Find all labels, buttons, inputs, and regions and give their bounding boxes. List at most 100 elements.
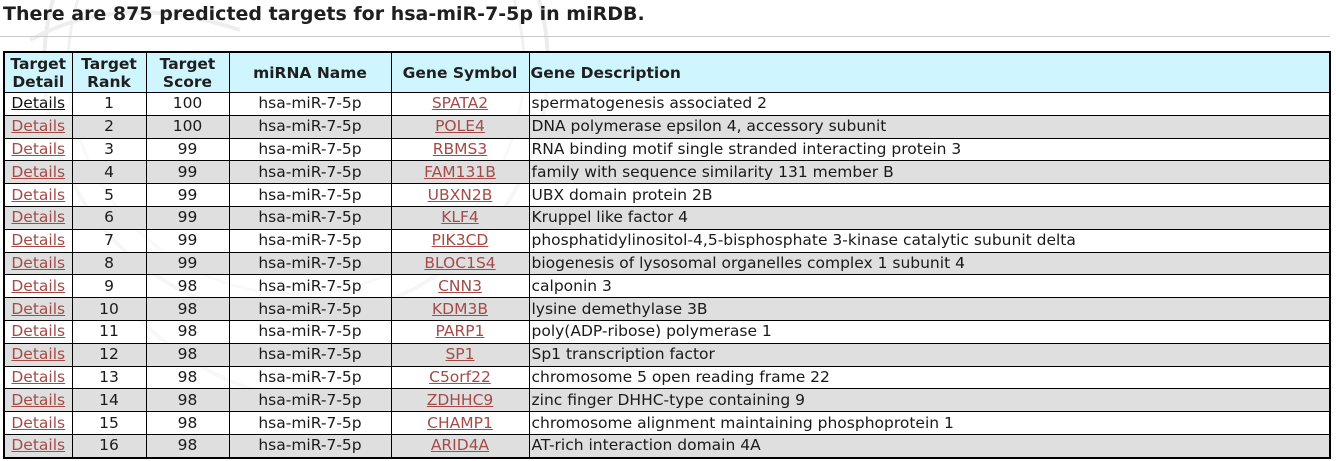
mirna-name: hsa-miR-7-5p xyxy=(228,411,392,435)
table-row: Details 10 98 hsa-miR-7-5p KDM3B lysine demet… xyxy=(3,297,1331,321)
details-link[interactable]: Details xyxy=(11,162,66,181)
gene-symbol-cell: C5orf22 xyxy=(390,365,530,390)
gene-symbol-link[interactable]: PIK3CD xyxy=(431,231,489,250)
table-row: Details 1 100 hsa-miR-7-5p SPATA2 spermatogen… xyxy=(3,92,1331,116)
table-row: Details 13 98 hsa-miR-7-5p C5orf22 chromosome… xyxy=(3,365,1331,390)
details-link[interactable]: Details xyxy=(11,117,66,136)
gene-symbol-link[interactable]: UBXN2B xyxy=(427,185,493,204)
gene-symbol-link[interactable]: POLE4 xyxy=(435,117,485,136)
details-link[interactable]: Details xyxy=(11,367,66,386)
target-score: 98 xyxy=(145,297,230,321)
gene-symbol-link[interactable]: SP1 xyxy=(445,345,475,364)
target-rank: 10 xyxy=(71,297,147,321)
details-link[interactable]: Details xyxy=(11,185,66,204)
table-row: Details 2 100 hsa-miR-7-5p POLE4 DNA polymera… xyxy=(3,114,1331,139)
table-row: Details 9 98 hsa-miR-7-5p CNN3 calponin 3 xyxy=(3,274,1331,299)
gene-symbol-link[interactable]: SPATA2 xyxy=(431,94,489,113)
title-divider xyxy=(0,36,1330,37)
detail-cell: Details xyxy=(3,205,73,230)
gene-symbol-cell: KDM3B xyxy=(390,297,530,321)
target-rank: 16 xyxy=(71,433,147,459)
target-rank: 4 xyxy=(71,160,147,185)
mirna-name: hsa-miR-7-5p xyxy=(228,319,392,344)
target-rank: 2 xyxy=(71,114,147,139)
mirna-name: hsa-miR-7-5p xyxy=(228,205,392,230)
target-rank: 6 xyxy=(71,205,147,230)
table-row: Details 3 99 hsa-miR-7-5p RBMS3 RNA binding m… xyxy=(3,137,1331,162)
gene-symbol-cell: PIK3CD xyxy=(390,228,530,253)
table-row: Details 4 99 hsa-miR-7-5p FAM131B family with… xyxy=(3,160,1331,185)
details-link[interactable]: Details xyxy=(11,345,66,364)
detail-cell: Details xyxy=(3,251,73,276)
target-score: 100 xyxy=(145,114,230,139)
gene-description: zinc finger DHHC-type containing 9 xyxy=(528,388,1331,413)
gene-symbol-link[interactable]: ARID4A xyxy=(430,436,490,455)
gene-description: UBX domain protein 2B xyxy=(528,183,1331,207)
mirna-name: hsa-miR-7-5p xyxy=(228,137,392,162)
header-gene-description: Gene Description xyxy=(528,51,1331,93)
target-score: 98 xyxy=(145,411,230,435)
details-link[interactable]: Details xyxy=(11,253,66,272)
details-link[interactable]: Details xyxy=(11,231,66,250)
gene-symbol-link[interactable]: CNN3 xyxy=(438,276,482,295)
table-row: Details 5 99 hsa-miR-7-5p UBXN2B UBX domain p… xyxy=(3,183,1331,207)
table-header-row: Target Detail Target Rank Target Score miRN… xyxy=(3,51,1331,93)
target-rank: 14 xyxy=(71,388,147,413)
gene-symbol-cell: RBMS3 xyxy=(390,137,530,162)
gene-symbol-cell: POLE4 xyxy=(390,114,530,139)
details-link[interactable]: Details xyxy=(11,322,66,341)
gene-symbol-link[interactable]: CHAMP1 xyxy=(427,413,493,432)
detail-cell: Details xyxy=(3,319,73,344)
detail-cell: Details xyxy=(3,274,73,299)
gene-description: chromosome 5 open reading frame 22 xyxy=(528,365,1331,390)
details-link[interactable]: Details xyxy=(11,436,66,455)
gene-symbol-link[interactable]: C5orf22 xyxy=(429,367,491,386)
gene-symbol-cell: ARID4A xyxy=(390,433,530,459)
gene-symbol-cell: KLF4 xyxy=(390,205,530,230)
gene-symbol-cell: UBXN2B xyxy=(390,183,530,207)
mirna-name: hsa-miR-7-5p xyxy=(228,297,392,321)
gene-symbol-cell: ZDHHC9 xyxy=(390,388,530,413)
details-link[interactable]: Details xyxy=(11,94,66,113)
gene-symbol-link[interactable]: KDM3B xyxy=(432,299,488,318)
gene-symbol-link[interactable]: BLOC1S4 xyxy=(424,253,496,272)
table-row: Details 11 98 hsa-miR-7-5p PARP1 poly(ADP-rib… xyxy=(3,319,1331,344)
header-target-detail: Target Detail xyxy=(3,51,73,93)
target-rank: 7 xyxy=(71,228,147,253)
details-link[interactable]: Details xyxy=(11,413,66,432)
details-link[interactable]: Details xyxy=(11,299,66,318)
mirna-name: hsa-miR-7-5p xyxy=(228,342,392,367)
gene-symbol-cell: CNN3 xyxy=(390,274,530,299)
gene-description: RNA binding motif single stranded intera… xyxy=(528,137,1331,162)
mirna-name: hsa-miR-7-5p xyxy=(228,433,392,459)
target-rank: 1 xyxy=(71,92,147,116)
mirna-name: hsa-miR-7-5p xyxy=(228,160,392,185)
gene-description: Kruppel like factor 4 xyxy=(528,205,1331,230)
gene-symbol-link[interactable]: ZDHHC9 xyxy=(426,390,494,409)
details-link[interactable]: Details xyxy=(11,208,66,227)
details-link[interactable]: Details xyxy=(11,276,66,295)
mirna-name: hsa-miR-7-5p xyxy=(228,183,392,207)
target-rank: 11 xyxy=(71,319,147,344)
gene-description: chromosome alignment maintaining phospho… xyxy=(528,411,1331,435)
detail-cell: Details xyxy=(3,228,73,253)
target-rank: 13 xyxy=(71,365,147,390)
gene-symbol-link[interactable]: RBMS3 xyxy=(432,139,488,158)
target-rank: 3 xyxy=(71,137,147,162)
gene-description: Sp1 transcription factor xyxy=(528,342,1331,367)
header-target-rank: Target Rank xyxy=(71,51,147,93)
details-link[interactable]: Details xyxy=(11,390,66,409)
detail-cell: Details xyxy=(3,388,73,413)
detail-cell: Details xyxy=(3,137,73,162)
target-score: 98 xyxy=(145,365,230,390)
gene-symbol-link[interactable]: FAM131B xyxy=(424,162,496,181)
target-rank: 5 xyxy=(71,183,147,207)
details-link[interactable]: Details xyxy=(11,139,66,158)
target-score: 99 xyxy=(145,228,230,253)
gene-symbol-link[interactable]: PARP1 xyxy=(435,322,485,341)
target-score: 98 xyxy=(145,274,230,299)
gene-description: spermatogenesis associated 2 xyxy=(528,92,1331,116)
gene-symbol-cell: FAM131B xyxy=(390,160,530,185)
gene-description: AT-rich interaction domain 4A xyxy=(528,433,1331,459)
gene-symbol-link[interactable]: KLF4 xyxy=(441,208,479,227)
